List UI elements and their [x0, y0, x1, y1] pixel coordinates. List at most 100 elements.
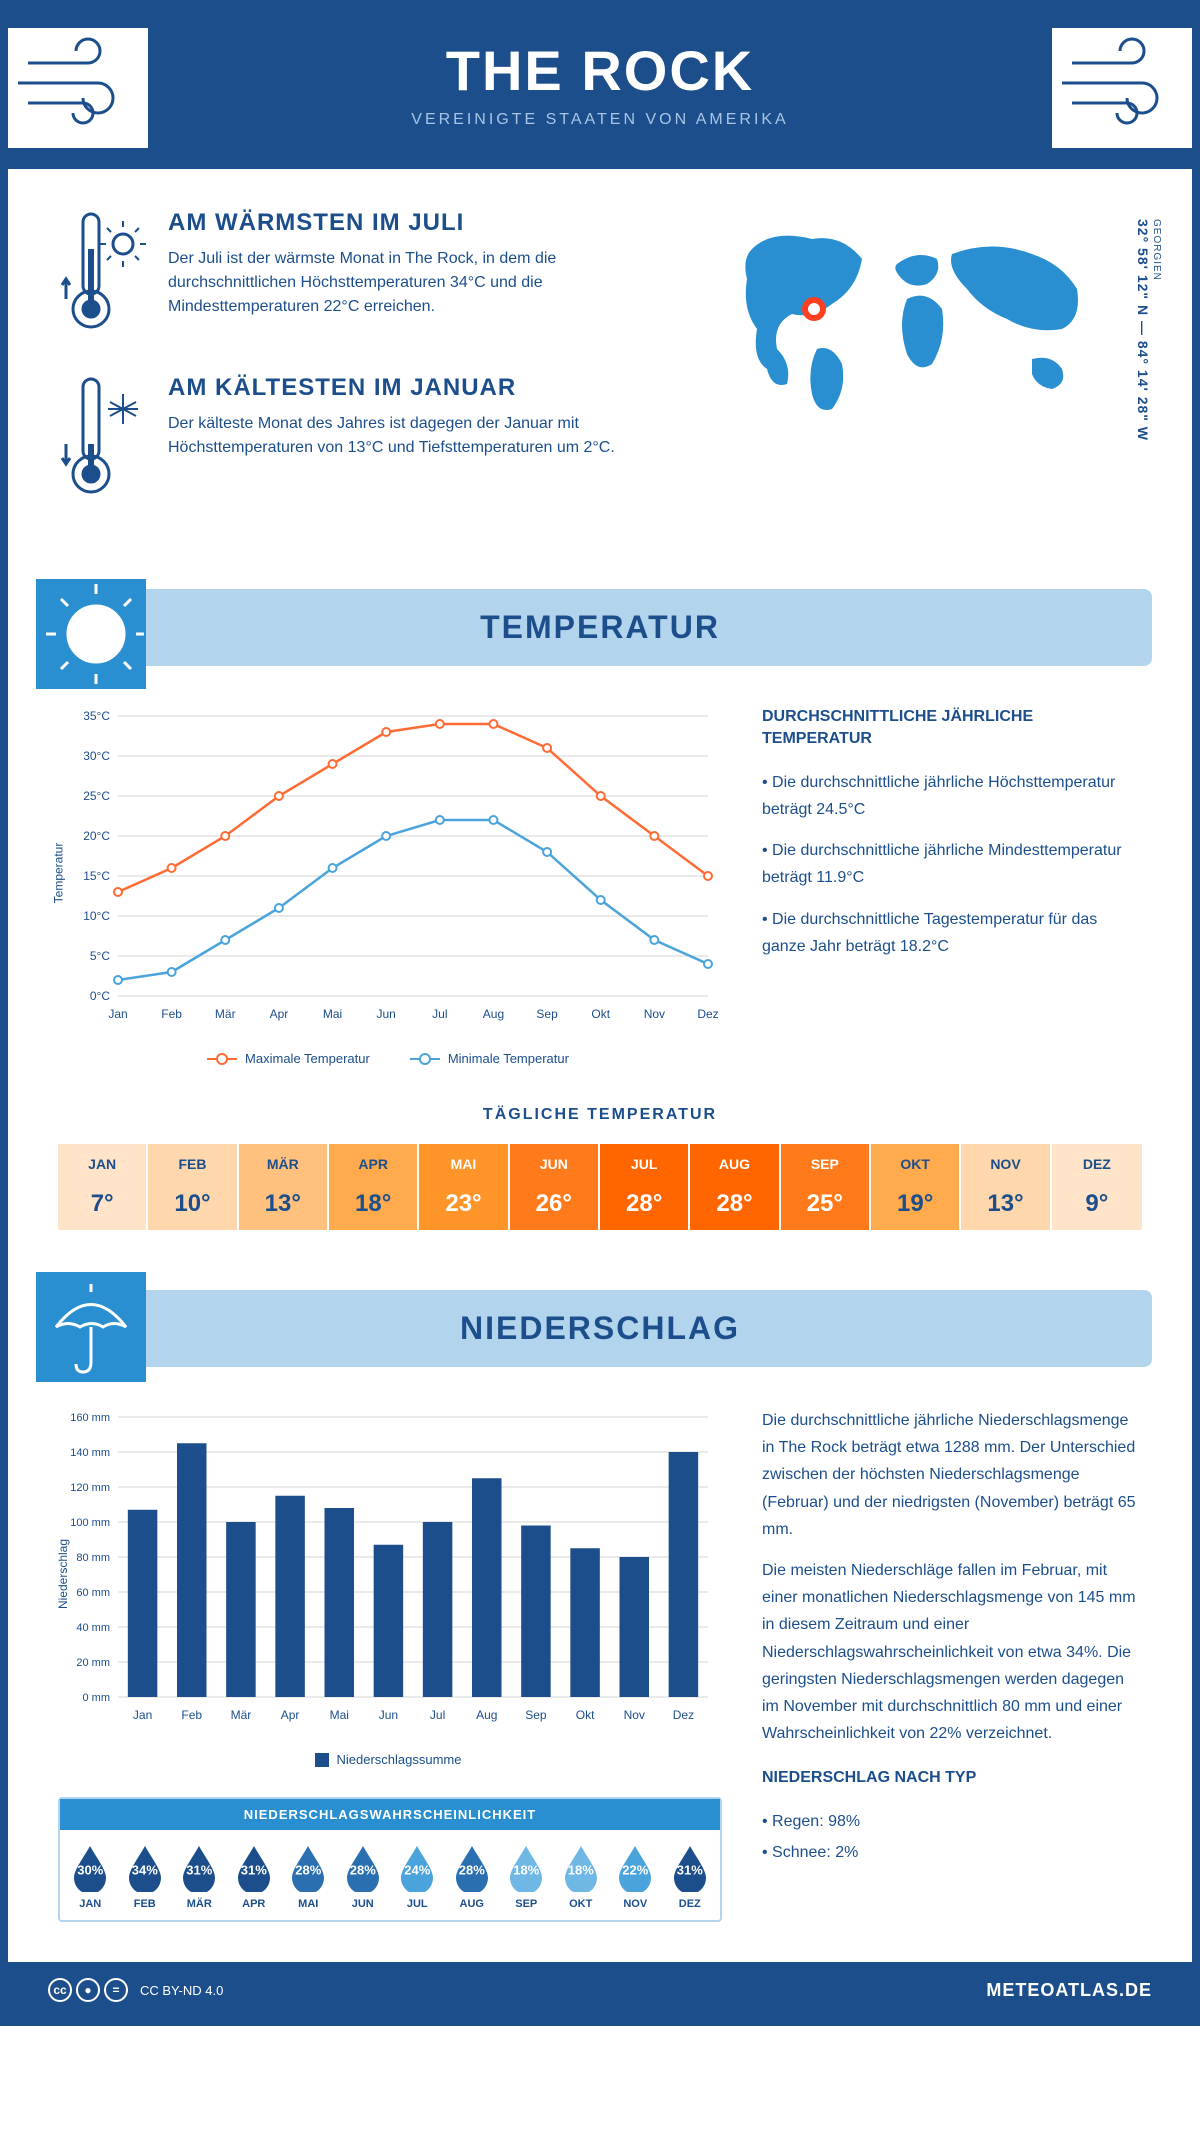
temp-legend: .legend-item:nth-child(1) .legend-mark::…	[58, 1051, 718, 1066]
fact-warm-body: AM WÄRMSTEN IM JULI Der Juli ist der wär…	[168, 209, 682, 344]
header: THE ROCK VEREINIGTE STAATEN VON AMERIKA	[8, 8, 1192, 169]
page-subtitle: VEREINIGTE STAATEN VON AMERIKA	[48, 111, 1152, 129]
svg-text:0 mm: 0 mm	[83, 1692, 111, 1704]
prob-cell: 28% AUG	[446, 1842, 499, 1910]
section-head-temperature: TEMPERATUR	[48, 589, 1152, 666]
precip-chart-col: Niederschlag 0 mm20 mm40 mm60 mm80 mm100…	[58, 1407, 722, 1922]
legend-precip: Niederschlagssumme	[315, 1752, 462, 1767]
prob-cell: 18% OKT	[555, 1842, 608, 1910]
svg-text:Jul: Jul	[432, 1007, 447, 1021]
wind-icon-left	[8, 28, 148, 148]
drop-icon: 34%	[125, 1842, 165, 1892]
intro-facts: AM WÄRMSTEN IM JULI Der Juli ist der wär…	[58, 209, 682, 539]
wind-icon-right	[1052, 28, 1192, 148]
footer: cc ● = CC BY-ND 4.0 METEOATLAS.DE	[8, 1962, 1192, 2018]
fact-cold: AM KÄLTESTEN IM JANUAR Der kälteste Mona…	[58, 374, 682, 509]
svg-text:Aug: Aug	[483, 1007, 504, 1021]
precip-type-title: NIEDERSCHLAG NACH TYP	[762, 1767, 1142, 1789]
daily-cell: MÄR 13°	[239, 1144, 329, 1230]
precip-text-2: Die meisten Niederschläge fallen im Febr…	[762, 1557, 1142, 1747]
daily-cell: MAI 23°	[419, 1144, 509, 1230]
precip-bar-chart: Niederschlag 0 mm20 mm40 mm60 mm80 mm100…	[58, 1407, 718, 1767]
sun-icon	[36, 579, 146, 689]
precip-side: Die durchschnittliche jährliche Niedersc…	[762, 1407, 1142, 1922]
svg-text:15°C: 15°C	[83, 869, 110, 883]
svg-text:80 mm: 80 mm	[76, 1552, 110, 1564]
cc-icons: cc ● =	[48, 1978, 128, 2002]
fact-cold-text: Der kälteste Monat des Jahres ist dagege…	[168, 412, 682, 460]
svg-text:Nov: Nov	[624, 1708, 645, 1722]
svg-text:Nov: Nov	[644, 1007, 665, 1021]
precip-legend: Niederschlagssumme	[58, 1752, 718, 1767]
prob-cell: 28% MAI	[282, 1842, 335, 1910]
map-panel: GEORGIEN 32° 58' 12" N — 84° 14' 28" W	[722, 209, 1142, 539]
temp-side: DURCHSCHNITTLICHE JÄHRLICHE TEMPERATUR •…	[762, 706, 1142, 1066]
drop-icon: 18%	[561, 1842, 601, 1892]
prob-cell: 24% JUL	[391, 1842, 444, 1910]
legend-min: .legend-item:nth-child(2) .legend-mark::…	[410, 1051, 569, 1066]
svg-text:Mär: Mär	[215, 1007, 236, 1021]
precip-body: Niederschlag 0 mm20 mm40 mm60 mm80 mm100…	[8, 1367, 1192, 1962]
footer-site: METEOATLAS.DE	[986, 1980, 1152, 2001]
license-text: CC BY-ND 4.0	[140, 1983, 223, 1998]
daily-cell: JUN 26°	[510, 1144, 600, 1230]
fact-warm-title: AM WÄRMSTEN IM JULI	[168, 209, 682, 237]
temperature-line-chart: Temperatur 0°C5°C10°C15°C20°C25°C30°C35°…	[58, 706, 718, 1066]
daily-cell: JUL 28°	[600, 1144, 690, 1230]
cc-icon: cc	[48, 1978, 72, 2002]
svg-text:Jan: Jan	[108, 1007, 127, 1021]
svg-text:Dez: Dez	[673, 1708, 694, 1722]
svg-text:30°C: 30°C	[83, 749, 110, 763]
page-title: THE ROCK	[48, 38, 1152, 103]
svg-text:Aug: Aug	[476, 1708, 497, 1722]
drop-icon: 31%	[670, 1842, 710, 1892]
daily-cell: NOV 13°	[961, 1144, 1051, 1230]
umbrella-icon	[36, 1272, 146, 1382]
svg-text:Jan: Jan	[133, 1708, 152, 1722]
daily-cell: APR 18°	[329, 1144, 419, 1230]
drop-icon: 22%	[615, 1842, 655, 1892]
footer-license: cc ● = CC BY-ND 4.0	[48, 1978, 223, 2002]
precip-prob-row: 30% JAN 34% FEB 31% MÄR 31% APR	[60, 1830, 720, 1920]
svg-text:Dez: Dez	[697, 1007, 718, 1021]
prob-cell: 28% JUN	[337, 1842, 390, 1910]
temp-bullet-3: • Die durchschnittliche Tagestemperatur …	[762, 906, 1142, 960]
drop-icon: 31%	[179, 1842, 219, 1892]
intro-section: AM WÄRMSTEN IM JULI Der Juli ist der wär…	[8, 169, 1192, 569]
world-map-icon	[722, 209, 1102, 429]
precip-type-1: • Regen: 98%	[762, 1808, 1142, 1835]
thermometer-hot-icon	[58, 209, 148, 344]
svg-text:35°C: 35°C	[83, 709, 110, 723]
svg-text:60 mm: 60 mm	[76, 1587, 110, 1599]
prob-cell: 34% FEB	[119, 1842, 172, 1910]
temp-chart-col: Temperatur 0°C5°C10°C15°C20°C25°C30°C35°…	[58, 706, 722, 1066]
svg-text:Sep: Sep	[525, 1708, 547, 1722]
svg-text:Mai: Mai	[323, 1007, 342, 1021]
page: THE ROCK VEREINIGTE STAATEN VON AMERIKA …	[0, 0, 1200, 2026]
fact-warm-text: Der Juli ist der wärmste Monat in The Ro…	[168, 247, 682, 319]
daily-cell: DEZ 9°	[1052, 1144, 1142, 1230]
prob-cell: 31% APR	[228, 1842, 281, 1910]
prob-cell: 22% NOV	[609, 1842, 662, 1910]
drop-icon: 31%	[234, 1842, 274, 1892]
svg-text:10°C: 10°C	[83, 909, 110, 923]
section-title-temperature: TEMPERATUR	[48, 609, 1152, 646]
daily-cell: AUG 28°	[690, 1144, 780, 1230]
drop-icon: 18%	[506, 1842, 546, 1892]
daily-cell: OKT 19°	[871, 1144, 961, 1230]
svg-text:5°C: 5°C	[90, 949, 110, 963]
svg-text:160 mm: 160 mm	[70, 1412, 110, 1424]
section-head-precip: NIEDERSCHLAG	[48, 1290, 1152, 1367]
temp-y-label: Temperatur	[51, 843, 65, 904]
svg-text:20°C: 20°C	[83, 829, 110, 843]
svg-text:Sep: Sep	[536, 1007, 558, 1021]
temp-side-title: DURCHSCHNITTLICHE JÄHRLICHE TEMPERATUR	[762, 706, 1142, 751]
legend-max: .legend-item:nth-child(1) .legend-mark::…	[207, 1051, 370, 1066]
prob-cell: 31% MÄR	[173, 1842, 226, 1910]
svg-text:Jul: Jul	[430, 1708, 445, 1722]
svg-text:25°C: 25°C	[83, 789, 110, 803]
precip-chart-svg: 0 mm20 mm40 mm60 mm80 mm100 mm120 mm140 …	[58, 1407, 718, 1727]
by-icon: ●	[76, 1978, 100, 2002]
svg-text:Okt: Okt	[591, 1007, 610, 1021]
svg-text:Apr: Apr	[281, 1708, 300, 1722]
